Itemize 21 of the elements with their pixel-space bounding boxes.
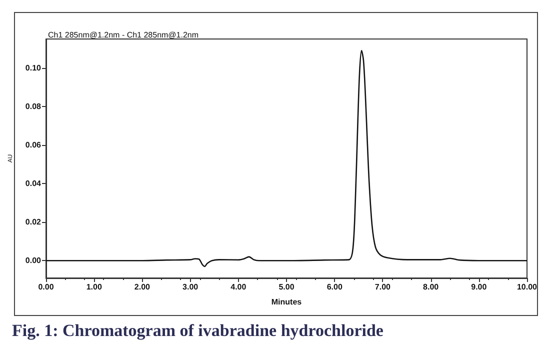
x-tick-label: 8.00 xyxy=(423,282,440,292)
caption: Fig. 1: Chromatogram of ivabradine hydrochloride xyxy=(12,321,384,340)
x-tick-label: 0.00 xyxy=(38,282,54,292)
x-tick-label: 3.00 xyxy=(182,282,199,292)
x-axis-title: Minutes xyxy=(271,298,302,306)
chart-title: Ch1 285nm@1.2nm - Ch1 285nm@1.2nm xyxy=(48,30,199,40)
y-tick-label: 0.10 xyxy=(25,63,42,72)
x-tick-label: 7.00 xyxy=(374,282,392,292)
x-tick-label: 4.00 xyxy=(230,282,247,292)
y-tick-label: 0.04 xyxy=(25,179,42,188)
line-series xyxy=(45,50,528,268)
y-tick-label: 0.02 xyxy=(25,218,42,227)
y-tick-label: 0.06 xyxy=(25,140,42,150)
x-tick-label: 6.00 xyxy=(326,282,343,292)
y-tick-label: 0.08 xyxy=(25,102,42,111)
y-tick-label: 0.00 xyxy=(25,256,42,266)
x-tick-label: 9.00 xyxy=(471,282,488,292)
x-tick-label: 2.00 xyxy=(134,282,151,292)
x-tick-label: 1.00 xyxy=(86,282,102,292)
x-tick-label: 10.00 xyxy=(516,282,538,292)
x-tick-label: 5.00 xyxy=(278,282,295,292)
